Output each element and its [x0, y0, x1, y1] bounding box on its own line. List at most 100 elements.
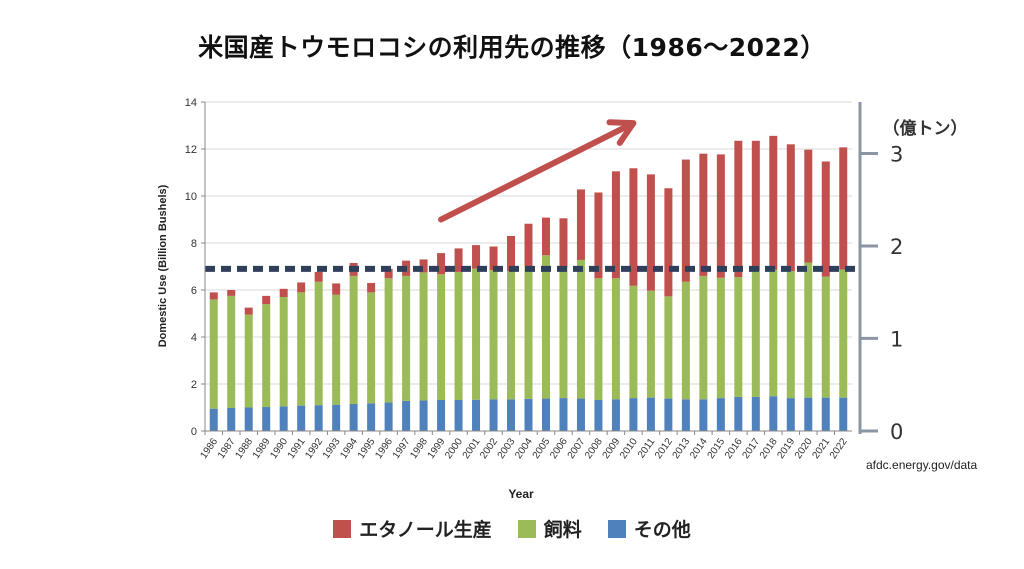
bar-other-2017 [751, 396, 760, 431]
legend-swatch-other [607, 519, 626, 538]
legend-swatch-ethanol [333, 519, 352, 538]
bar-feed-1990 [279, 297, 288, 407]
x-tick-label: 2004 [513, 436, 535, 461]
bar-feed-2014 [699, 275, 708, 400]
trend-arrow-head [606, 119, 637, 146]
bar-feed-2005 [541, 255, 550, 399]
x-tick-label: 1990 [268, 436, 290, 461]
bar-feed-2012 [664, 296, 673, 399]
bar-ethanol-2005 [541, 217, 550, 256]
bar-feed-2019 [786, 271, 795, 399]
bar-other-1996 [384, 402, 393, 431]
bar-other-2010 [629, 398, 638, 431]
right-axis: 0 1 2 3 [858, 102, 903, 444]
bar-ethanol-1995 [367, 282, 376, 293]
bar-feed-2003 [507, 271, 516, 400]
x-tick-label: 1992 [303, 436, 325, 461]
x-tick-label: 2018 [758, 436, 780, 461]
bar-ethanol-1992 [314, 271, 323, 282]
bar-other-1994 [349, 403, 358, 431]
bar-feed-2018 [769, 269, 778, 397]
x-tick-label: 2017 [741, 436, 763, 461]
bar-feed-1993 [332, 294, 341, 405]
bar-feed-2004 [524, 266, 533, 399]
bar-other-2019 [786, 398, 795, 431]
x-tick-label: 2008 [583, 436, 605, 461]
bar-other-2008 [594, 399, 603, 431]
bar-ethanol-2012 [664, 188, 673, 297]
x-tick-label: 2009 [601, 436, 623, 461]
chart-title: 米国産トウモロコシの利用先の推移（1986～2022） [198, 33, 826, 62]
left-tick-label: 10 [185, 191, 197, 203]
bar-ethanol-1990 [279, 288, 288, 298]
x-tick-label: 2002 [478, 436, 500, 461]
bar-other-2012 [664, 398, 673, 431]
x-tick-label: 2007 [566, 436, 588, 461]
bar-feed-2001 [472, 268, 481, 400]
bar-other-2015 [716, 398, 725, 431]
y-axis-label: Domestic Use (Billion Bushels) [157, 184, 169, 347]
bar-ethanol-2017 [751, 140, 760, 272]
bar-feed-2015 [716, 277, 725, 399]
bar-ethanol-1989 [262, 295, 271, 305]
bar-feed-2008 [594, 278, 603, 400]
bar-ethanol-2008 [594, 192, 603, 279]
legend-item-ethanol: エタノール生産 [333, 515, 492, 542]
bar-feed-1995 [367, 292, 376, 404]
bars [209, 135, 848, 431]
x-tick-label: 1993 [321, 436, 343, 461]
legend-label-other: その他 [633, 519, 691, 541]
bar-ethanol-2016 [734, 140, 743, 278]
left-tick-label: 0 [191, 426, 197, 438]
x-tick-label: 2020 [793, 436, 815, 461]
bar-feed-2022 [839, 269, 848, 398]
bar-other-2018 [769, 396, 778, 431]
x-tick-label: 2016 [723, 436, 745, 461]
x-tick-label: 1998 [408, 436, 430, 461]
bar-feed-2010 [629, 285, 638, 399]
bar-ethanol-2013 [681, 159, 690, 282]
right-tick-label: 0 [890, 420, 903, 444]
bar-feed-2017 [751, 271, 760, 397]
right-axis-label: （億トン） [883, 118, 968, 139]
bar-ethanol-2018 [769, 135, 778, 270]
legend: エタノール生産 飼料 その他 [0, 515, 1024, 542]
x-tick-label: 2019 [775, 436, 797, 461]
legend-label-ethanol: エタノール生産 [359, 519, 492, 541]
bar-ethanol-2001 [472, 245, 481, 269]
bar-feed-1998 [419, 272, 428, 401]
x-tick-label: 2012 [653, 436, 675, 461]
bar-ethanol-2022 [839, 147, 848, 270]
bar-ethanol-1993 [332, 283, 341, 295]
bar-other-2022 [839, 397, 848, 431]
bar-feed-2007 [576, 259, 585, 399]
x-tick-label: 2000 [443, 436, 465, 461]
bar-ethanol-2007 [576, 189, 585, 260]
bar-feed-2009 [611, 278, 620, 400]
bar-other-2021 [821, 397, 830, 431]
bar-other-1995 [367, 403, 376, 431]
bar-ethanol-2014 [699, 153, 708, 276]
bar-other-2001 [472, 399, 481, 431]
bar-other-1998 [419, 400, 428, 431]
x-tick-label: 1989 [251, 436, 273, 461]
x-axis-ticks: 1986198719881989199019911992199319941995… [198, 431, 850, 461]
bar-ethanol-2003 [507, 235, 516, 272]
bar-other-2016 [734, 396, 743, 431]
right-tick-label: 1 [890, 327, 903, 351]
x-tick-label: 2015 [706, 436, 728, 461]
bar-feed-1997 [402, 275, 411, 401]
legend-label-feed: 飼料 [543, 519, 582, 541]
bar-feed-2006 [559, 267, 568, 399]
bar-ethanol-1999 [437, 253, 446, 275]
bar-other-2009 [611, 399, 620, 431]
bar-ethanol-1991 [297, 282, 306, 293]
x-tick-label: 1986 [198, 436, 220, 461]
bar-other-2003 [507, 399, 516, 431]
bar-feed-2021 [821, 276, 830, 398]
bar-other-2002 [489, 399, 498, 431]
x-tick-label: 2014 [688, 436, 710, 461]
legend-item-feed: 飼料 [517, 515, 582, 542]
bar-feed-1987 [227, 295, 236, 408]
bar-other-1990 [279, 406, 288, 431]
